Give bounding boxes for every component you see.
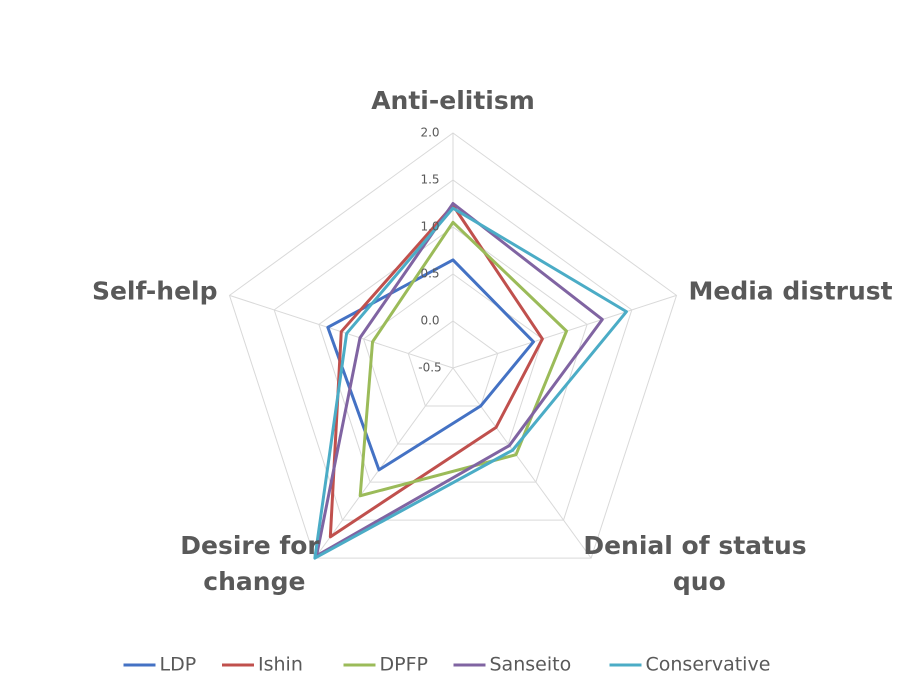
series-line [315, 202, 604, 558]
axis-label: Denial of status quo [583, 531, 806, 596]
axis-label: Anti-elitism [371, 86, 535, 115]
tick-label: 0.5 [420, 267, 439, 281]
axis-label: Desire for change [180, 531, 320, 596]
legend-label: DPFP [380, 654, 428, 676]
axis-label: Self-help [92, 276, 218, 305]
legend-label: Conservative [646, 654, 771, 676]
axis-label: Media distrust [688, 276, 892, 305]
tick-label: 1.5 [420, 173, 439, 187]
legend-label: Sanseito [490, 654, 572, 676]
tick-label: 1.0 [420, 220, 439, 234]
grid-ring [273, 179, 633, 521]
grid-ring [228, 132, 678, 559]
grid-ring [407, 320, 499, 407]
spoke [452, 367, 592, 559]
tick-label: -0.5 [418, 361, 441, 375]
legend-label: LDP [160, 654, 197, 676]
series-line [358, 220, 569, 498]
spoke [314, 367, 454, 559]
tick-label: 2.0 [420, 126, 439, 140]
legend-label: Ishin [258, 654, 303, 676]
tick-label: 0.0 [420, 314, 439, 328]
series-line [313, 206, 628, 560]
series-line [326, 258, 535, 472]
grid-ring [363, 273, 543, 445]
